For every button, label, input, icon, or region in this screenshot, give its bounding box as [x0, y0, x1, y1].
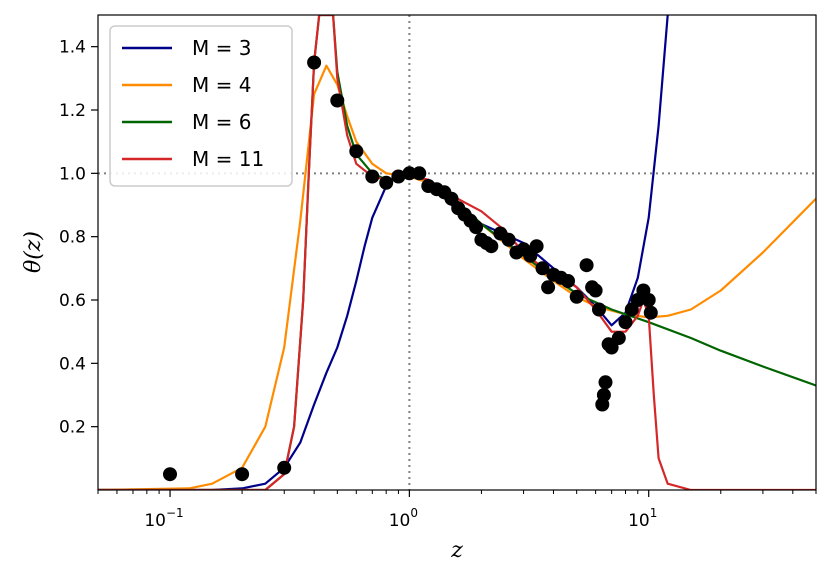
x-axis-label: z: [450, 538, 463, 563]
legend-label: M = 6: [192, 110, 251, 134]
data-point: [611, 331, 626, 345]
x-tick-label: 101: [628, 506, 657, 531]
data-point: [469, 220, 484, 235]
data-point: [379, 175, 394, 190]
data-point: [569, 289, 584, 304]
data-point: [541, 280, 556, 295]
y-tick-label: 0.6: [59, 291, 86, 311]
data-point: [592, 302, 606, 317]
legend-label: M = 4: [192, 73, 251, 97]
data-point: [235, 467, 250, 482]
data-point: [535, 261, 550, 276]
y-tick-label: 0.4: [59, 354, 86, 374]
legend-label: M = 3: [192, 36, 251, 60]
legend: M = 3 M = 4 M = 6 M = 11: [109, 25, 293, 187]
data-point: [402, 166, 417, 181]
data-point: [618, 315, 633, 330]
data-point: [412, 166, 427, 181]
y-axis-label: θ(z): [21, 231, 46, 273]
data-point: [579, 258, 594, 273]
data-point: [598, 375, 613, 390]
data-point: [307, 55, 322, 70]
y-tick-label: 0.8: [59, 228, 86, 248]
data-point: [349, 144, 364, 159]
data-point: [277, 460, 292, 475]
plot-frame: [97, 14, 817, 491]
reference-lines: [98, 15, 816, 490]
y-tick-label: 1.4: [59, 38, 86, 58]
data-point: [501, 232, 516, 247]
data-point: [529, 239, 544, 254]
y-tick-label: 0.2: [59, 418, 86, 438]
data-point: [641, 293, 656, 307]
data-point: [330, 93, 345, 108]
scatter-points: [163, 55, 658, 482]
y-tick-label: 1.0: [59, 164, 86, 184]
x-axis: 10−1 100 101: [97, 490, 817, 531]
data-point: [561, 274, 575, 288]
legend-label: M = 11: [192, 147, 264, 171]
data-point: [391, 169, 406, 184]
legend-box: [109, 25, 293, 187]
data-point: [596, 388, 611, 402]
data-point: [365, 169, 380, 184]
data-point: [484, 239, 499, 254]
x-tick-label: 100: [389, 506, 418, 531]
data-point: [604, 340, 619, 355]
y-tick-label: 1.2: [59, 101, 86, 121]
x-tick-label: 10−1: [144, 506, 183, 531]
y-axis: 0.2 0.4 0.6 0.8 1.0 1.2 1.4: [59, 38, 98, 438]
data-point: [163, 467, 177, 482]
data-point: [643, 305, 658, 320]
data-point: [588, 283, 603, 298]
